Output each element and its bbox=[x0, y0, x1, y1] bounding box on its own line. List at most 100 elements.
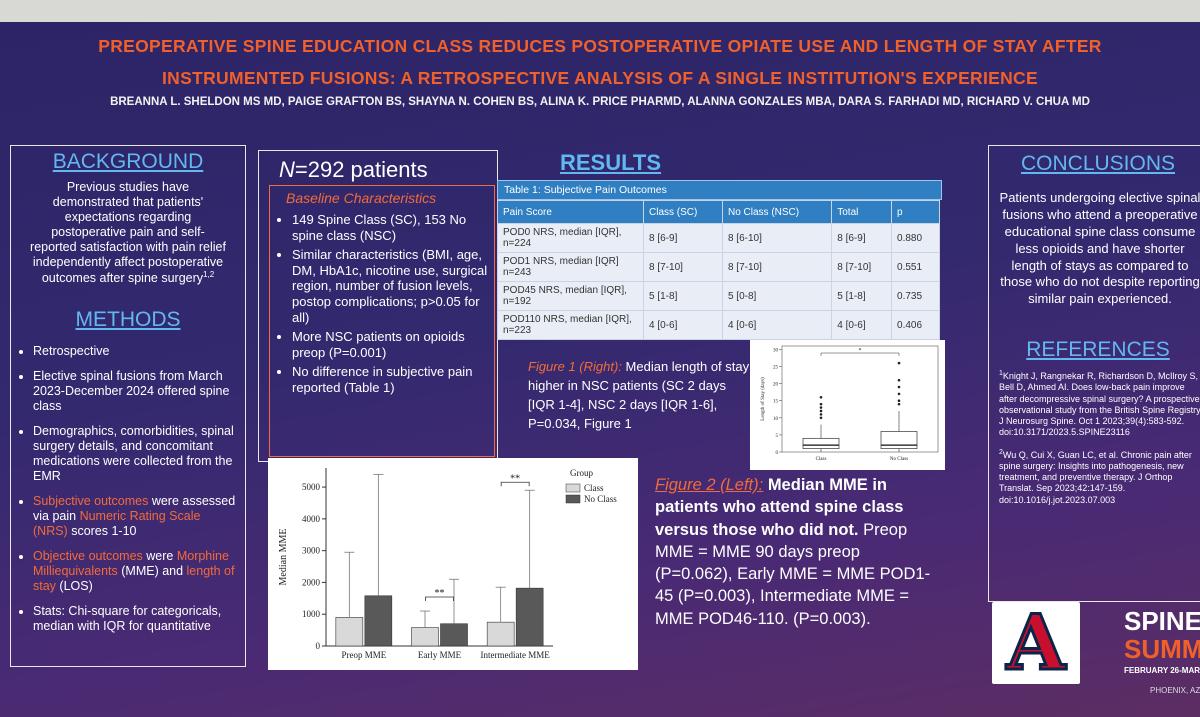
table-cell: 5 [1-8] bbox=[643, 281, 723, 311]
outlier bbox=[897, 361, 901, 365]
results-heading: RESULTS bbox=[560, 150, 662, 175]
table-cell: 0.406 bbox=[891, 310, 940, 340]
y-tick-label: 15 bbox=[773, 400, 779, 405]
table-wrap: Table 1: Subjective Pain Outcomes Pain S… bbox=[497, 180, 942, 340]
reference: 1Knight J, Rangnekar R, Richardson D, Mc… bbox=[999, 370, 1200, 439]
y-tick-label: 10 bbox=[773, 417, 779, 422]
y-tick-label: 20 bbox=[773, 383, 779, 388]
results-table: Pain Score Class (SC) No Class (NSC) Total p… bbox=[497, 200, 940, 340]
ref-number: 1 bbox=[999, 370, 1003, 378]
outlier bbox=[897, 402, 901, 406]
y-axis-label: Median MME bbox=[278, 529, 289, 586]
section-heading: REFERENCES bbox=[1026, 338, 1170, 362]
text: (LOS) bbox=[55, 579, 93, 594]
legend-label: No Class bbox=[584, 494, 617, 504]
text: Elective spinal fusions from March 2023-… bbox=[33, 369, 230, 414]
n-symbol: N bbox=[279, 157, 295, 182]
outlier bbox=[819, 409, 823, 413]
table-caption: Table 1: Subjective Pain Outcomes bbox=[497, 180, 942, 200]
y-tick-label: 4000 bbox=[302, 514, 321, 524]
y-tick-label: 5000 bbox=[302, 482, 321, 492]
table-cell: 0.735 bbox=[891, 281, 940, 311]
x-tick-label: Preop MME bbox=[341, 650, 386, 660]
figure2-chart: 0 1000 2000 3000 4000 5000 Median MME Preop MME… bbox=[268, 458, 638, 670]
table-cell: 4 [0-6] bbox=[831, 310, 893, 340]
bar bbox=[364, 595, 393, 647]
x-tick-label: Intermediate MME bbox=[481, 650, 551, 660]
header-cell: Class (SC) bbox=[643, 200, 723, 224]
outlier bbox=[819, 406, 823, 409]
baseline-list: 149 Spine Class (SC), 153 No spine class… bbox=[270, 212, 494, 396]
ref-number: 2 bbox=[999, 448, 1003, 456]
header-row: Pain Score Class (SC) No Class (NSC) Total p bbox=[497, 200, 940, 224]
photo-frame bbox=[0, 0, 1200, 22]
y-tick-label: 1000 bbox=[302, 609, 321, 619]
caption-bold: Median MME in patients who attend spine … bbox=[655, 476, 904, 539]
outlier bbox=[897, 399, 901, 403]
baseline-box: Baseline Characteristics 149 Spine Class… bbox=[269, 185, 495, 457]
highlight: Numeric Rating Scale (NRS) bbox=[33, 509, 201, 539]
legend-swatch bbox=[565, 494, 581, 504]
reference: 2Wu Q, Cui X, Guan LC, et al. Chronic pa… bbox=[999, 449, 1200, 506]
text: were bbox=[142, 549, 177, 564]
section-heading: BACKGROUND bbox=[52, 150, 204, 173]
text: Demographics, comorbidities, spinal surg… bbox=[33, 424, 234, 484]
significance-bracket bbox=[425, 596, 454, 602]
caption-label: Figure 2 (Left): bbox=[655, 476, 764, 494]
title-line: PREOPERATIVE SPINE EDUCATION CLASS REDUC… bbox=[98, 36, 1102, 56]
table-cell: 4 [0-6] bbox=[721, 310, 833, 340]
n-text: =292 patients bbox=[294, 157, 428, 182]
references-list: 1Knight J, Rangnekar R, Richardson D, Mc… bbox=[989, 362, 1200, 506]
right-panel: CONCLUSIONS Patients undergoing elective… bbox=[988, 145, 1200, 602]
ref-text: Knight J, Rangnekar R, Richardson D, McI… bbox=[999, 371, 1200, 438]
y-tick-label: 25 bbox=[773, 366, 779, 371]
y-tick-label: 0 bbox=[776, 451, 779, 456]
error-bar bbox=[495, 586, 506, 623]
event-dates: FEBRUARY 26-MAR bbox=[1124, 666, 1200, 675]
significance-label: ** bbox=[510, 473, 520, 484]
figure2-caption: Figure 2 (Left): Median MME in patients … bbox=[655, 474, 940, 630]
y-axis-label: Length of Stay (days) bbox=[761, 377, 766, 421]
plot-frame bbox=[781, 345, 939, 453]
error-bar bbox=[449, 578, 459, 624]
highlight: Objective outcomes bbox=[33, 549, 143, 564]
section-heading: CONCLUSIONS bbox=[1020, 152, 1176, 175]
legend-title: Group bbox=[570, 468, 593, 478]
significance-bracket bbox=[820, 352, 900, 356]
outlier bbox=[897, 385, 901, 389]
table-cell: 8 [6-9] bbox=[831, 223, 893, 253]
table-row: POD0 NRS, median [IQR], n=224 8 [6-9] 8 [6… bbox=[497, 223, 940, 253]
citation: 1,2 bbox=[203, 270, 215, 279]
caption-text: Preop MME = MME 90 days preop (P=0.062),… bbox=[655, 520, 931, 628]
highlight: Morphine Milliequivalents bbox=[33, 549, 229, 579]
patients-panel: N=292 patients Baseline Characteristics … bbox=[258, 150, 498, 462]
table-cell: 4 [0-6] bbox=[643, 310, 723, 340]
bullet: Similar characteristics (BMI, age, DM, H… bbox=[292, 247, 488, 325]
bar bbox=[515, 587, 544, 647]
header-cell: p bbox=[891, 200, 940, 224]
methods-list: Retrospective Elective spinal fusions fro… bbox=[11, 344, 245, 634]
background-text: Previous studies have demonstrated that … bbox=[11, 174, 245, 286]
error-bar bbox=[344, 551, 355, 618]
bar bbox=[411, 627, 439, 647]
caption-text: Median length of stay higher in NSC pati… bbox=[528, 359, 750, 431]
method-item: Retrospective bbox=[33, 344, 237, 359]
outlier bbox=[897, 378, 901, 382]
table-row: POD45 NRS, median [IQR], n=192 5 [1-8] 5 [… bbox=[497, 281, 940, 311]
legend-label: Class bbox=[584, 483, 604, 493]
text: were assessed via pain bbox=[33, 494, 236, 524]
table-cell: 8 [7-10] bbox=[831, 252, 893, 282]
event-name: SPINE SUMM bbox=[1124, 607, 1200, 663]
significance-label: ** bbox=[435, 588, 445, 599]
outlier bbox=[819, 416, 823, 420]
table-cell: 0.880 bbox=[891, 223, 940, 253]
authors: BREANNA L. SHELDON MS MD, PAIGE GRAFTON … bbox=[110, 96, 1090, 108]
patient-count: N=292 patients bbox=[279, 157, 497, 183]
y-tick-label: 30 bbox=[773, 348, 779, 353]
table-cell: POD0 NRS, median [IQR], n=224 bbox=[497, 223, 644, 253]
highlight: Subjective outcomes bbox=[33, 494, 149, 509]
y-tick-label: 2000 bbox=[302, 577, 321, 587]
significance-label: * bbox=[859, 348, 862, 354]
x-tick-label: No Class bbox=[890, 457, 908, 462]
